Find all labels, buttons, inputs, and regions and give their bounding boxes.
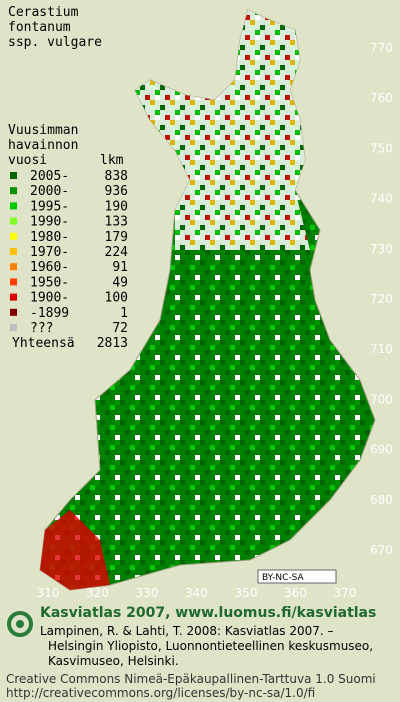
legend-label: 1970- — [30, 245, 69, 260]
legend-swatch — [10, 202, 17, 210]
legend-total: 2813 — [97, 336, 128, 351]
legend-swatch — [10, 278, 17, 286]
cc-badge-text: BY-NC-SA — [262, 573, 305, 583]
legend-label: -1899 — [30, 306, 69, 321]
northing-label: 760 — [370, 91, 393, 105]
legend-label: 1995- — [30, 199, 69, 214]
cc-badge — [257, 569, 337, 584]
legend-label: 1900- — [30, 291, 69, 306]
legend-count: 838 — [105, 169, 128, 184]
title-line: Cerastium — [8, 5, 79, 20]
northing-label: 710 — [370, 342, 393, 356]
legend-header: havainnon — [8, 138, 78, 153]
legend-label: 1980- — [30, 230, 69, 245]
legend-label: 1990- — [30, 215, 69, 230]
legend-total-label: Yhteensä — [12, 336, 75, 351]
legend-count: 190 — [105, 199, 128, 214]
easting-label: 320 — [86, 586, 109, 600]
northing-label: 670 — [370, 543, 393, 557]
legend-label: ??? — [30, 321, 53, 336]
legend-count: 91 — [112, 260, 128, 275]
legend-swatch — [10, 324, 17, 331]
legend-header: Vuusimman — [8, 123, 78, 138]
logo — [7, 611, 33, 637]
legend-swatch — [10, 187, 17, 195]
legend-swatch — [10, 172, 17, 179]
lapland-cells — [135, 10, 310, 250]
legend-swatch — [10, 217, 17, 225]
northing-label: 730 — [370, 242, 393, 256]
northing-label: 750 — [370, 141, 393, 155]
legend-count: 49 — [112, 275, 128, 290]
license-line: http://creativecommons.org/licenses/by-n… — [6, 686, 315, 700]
footer-heading: Kasviatlas 2007, www.luomus.fi/kasviatla… — [40, 605, 376, 621]
easting-label: 350 — [235, 586, 258, 600]
citation-line: Lampinen, R. & Lahti, T. 2008: Kasviatla… — [40, 624, 334, 638]
legend-count: 179 — [105, 230, 128, 245]
south-coast-cells — [40, 510, 110, 590]
legend-header: vuosi — [8, 153, 47, 168]
legend-swatch — [10, 308, 17, 316]
easting-label: 340 — [185, 586, 208, 600]
legend-count: 133 — [105, 215, 128, 230]
legend-swatch — [10, 248, 17, 255]
footer: Kasviatlas 2007, www.luomus.fi/kasviatla… — [6, 605, 376, 700]
legend-swatch — [10, 293, 17, 301]
northing-label: 740 — [370, 192, 393, 206]
legend-swatch — [10, 263, 17, 271]
citation-line: Helsingin Yliopisto, Luonnontieteellinen… — [48, 639, 373, 653]
northing-label: 700 — [370, 392, 393, 406]
northing-label: 690 — [370, 443, 393, 457]
easting-label: 370 — [334, 586, 357, 600]
easting-label: 330 — [136, 586, 159, 600]
legend-label: 1960- — [30, 260, 69, 275]
logo-center — [16, 620, 24, 628]
legend-count: 224 — [105, 245, 129, 260]
license-line: Creative Commons Nimeä-Epäkaupallinen-Ta… — [6, 672, 376, 686]
legend-label: 2000- — [30, 184, 69, 199]
legend-count: 936 — [105, 184, 128, 199]
easting-label: 360 — [284, 586, 307, 600]
easting-label: 310 — [37, 586, 60, 600]
northing-label: 720 — [370, 292, 393, 306]
legend-count: 72 — [112, 321, 128, 336]
grid-labels: 770 760 750 740 730 720 710 700 690 680 670 310 320 3… — [37, 41, 393, 600]
title-line: fontanum — [8, 20, 71, 35]
northing-label: 770 — [370, 41, 393, 55]
legend-label: 2005- — [30, 169, 69, 184]
legend-count: 100 — [105, 291, 128, 306]
legend-swatch — [10, 232, 17, 240]
title-line: ssp. vulgare — [8, 35, 102, 50]
northing-label: 680 — [370, 493, 393, 507]
legend-count: 1 — [120, 306, 128, 321]
legend-count-header: lkm — [100, 153, 124, 168]
legend-label: 1950- — [30, 275, 69, 290]
citation-line: Kasvimuseo, Helsinki. — [48, 654, 179, 668]
